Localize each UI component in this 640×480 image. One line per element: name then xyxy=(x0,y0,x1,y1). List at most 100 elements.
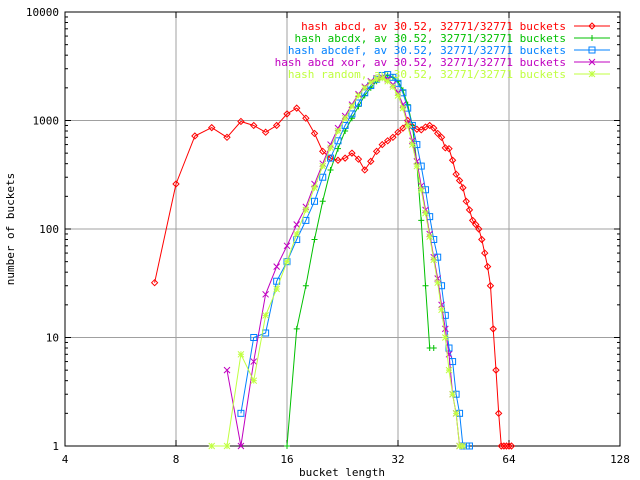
data-point xyxy=(425,121,434,130)
data-point xyxy=(150,278,159,287)
data-point xyxy=(378,140,386,149)
data-point xyxy=(262,290,269,298)
data-point xyxy=(459,442,467,450)
data-point xyxy=(237,409,245,417)
data-point xyxy=(250,377,258,385)
data-point xyxy=(505,442,513,450)
legend-marker xyxy=(588,22,596,30)
data-point xyxy=(422,282,429,289)
y-tick-label: 1000 xyxy=(33,115,60,128)
data-point xyxy=(434,253,442,261)
data-point xyxy=(418,217,425,224)
data-point xyxy=(273,263,281,270)
legend-label: hash abcdx, av 30.52, 32771/32771 bucket… xyxy=(294,32,566,45)
legend-label: hash abcdef, av 30.52, 32771/32771 bucke… xyxy=(288,44,566,57)
data-point xyxy=(293,221,301,228)
data-point xyxy=(237,442,245,450)
data-point xyxy=(327,166,334,173)
data-point xyxy=(433,129,442,138)
data-point xyxy=(399,124,407,132)
data-point xyxy=(394,92,402,99)
data-point xyxy=(373,75,380,83)
series-lines xyxy=(150,71,516,450)
data-point xyxy=(372,147,381,156)
data-point xyxy=(223,133,231,142)
data-point xyxy=(334,156,342,164)
data-point xyxy=(293,230,301,238)
data-point xyxy=(223,442,231,450)
data-point xyxy=(441,334,449,341)
data-point xyxy=(361,84,369,92)
data-point xyxy=(502,442,511,450)
data-point xyxy=(354,99,362,107)
data-point xyxy=(452,409,460,417)
data-point xyxy=(208,442,216,450)
data-point xyxy=(462,197,470,206)
data-point xyxy=(378,74,386,82)
data-point xyxy=(341,114,349,122)
data-point xyxy=(445,366,453,374)
data-point xyxy=(172,180,180,188)
data-point xyxy=(399,104,407,112)
data-point xyxy=(486,282,495,290)
data-point xyxy=(250,358,258,365)
data-point xyxy=(389,83,397,91)
data-point xyxy=(399,89,407,97)
data-point xyxy=(394,128,402,136)
data-point xyxy=(327,154,335,162)
axis-ticks: 4 8 16 32 64 128 1 10 100 1000 10000 xyxy=(26,6,630,466)
data-point xyxy=(497,442,506,450)
x-tick-label: 8 xyxy=(173,453,180,466)
y-tick-label: 1 xyxy=(52,440,59,453)
data-point xyxy=(394,79,402,87)
y-tick-label: 10000 xyxy=(26,6,59,19)
data-point xyxy=(334,145,341,152)
data-point xyxy=(413,158,421,165)
data-point xyxy=(383,137,392,145)
data-point xyxy=(262,311,269,319)
data-point xyxy=(422,206,429,214)
legend-marker xyxy=(588,70,596,78)
data-point xyxy=(478,235,486,244)
data-point xyxy=(302,114,310,122)
data-point xyxy=(483,262,492,271)
data-point xyxy=(449,390,456,398)
x-axis-label: bucket length xyxy=(299,466,385,479)
data-point xyxy=(302,216,310,224)
data-point xyxy=(500,442,508,450)
data-point xyxy=(452,170,460,178)
x-tick-label: 64 xyxy=(502,453,516,466)
data-point xyxy=(334,137,342,145)
data-point xyxy=(434,279,442,287)
data-point xyxy=(311,184,318,192)
x-tick-label: 16 xyxy=(280,453,293,466)
series-line xyxy=(286,74,434,447)
data-point xyxy=(437,133,446,142)
data-point xyxy=(341,154,349,162)
data-point xyxy=(273,285,281,293)
data-point xyxy=(408,141,416,148)
data-point xyxy=(237,350,245,358)
data-point xyxy=(426,233,434,241)
data-point xyxy=(465,206,474,214)
legend: hash abcd, av 30.52, 32771/32771 buckets… xyxy=(275,20,610,81)
data-point xyxy=(348,110,356,118)
data-point xyxy=(293,325,300,332)
data-point xyxy=(481,249,489,257)
data-point xyxy=(293,104,301,112)
data-point xyxy=(223,366,231,374)
data-point xyxy=(284,443,290,449)
y-tick-label: 10 xyxy=(46,332,59,345)
data-point xyxy=(208,123,216,132)
series-1 xyxy=(150,104,516,450)
data-point xyxy=(459,184,467,192)
data-point xyxy=(472,220,480,229)
series-line xyxy=(154,107,512,447)
data-point xyxy=(465,442,473,450)
data-point xyxy=(272,121,281,130)
legend-marker xyxy=(588,58,596,66)
legend-label: hash abcd xor, av 30.52, 32771/32771 buc… xyxy=(275,56,566,69)
data-point xyxy=(283,258,291,266)
data-point xyxy=(438,306,445,314)
data-point xyxy=(492,366,500,374)
